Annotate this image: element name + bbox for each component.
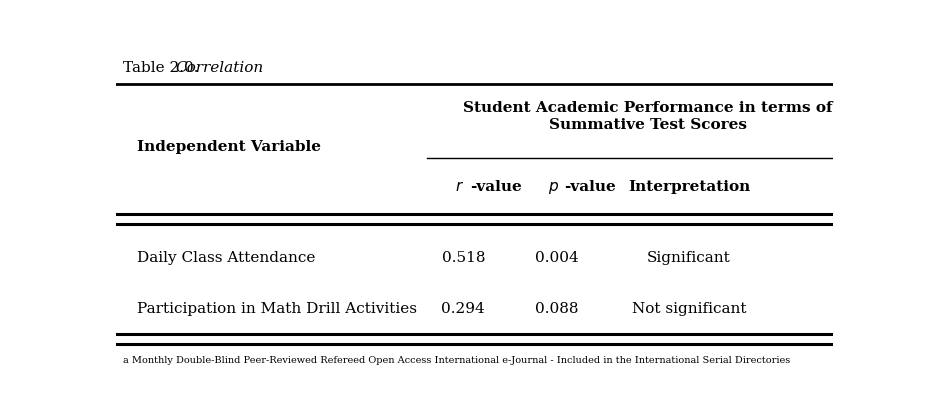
Text: $r$: $r$ <box>455 180 463 194</box>
Text: $p$: $p$ <box>548 180 559 196</box>
Text: a Monthly Double-Blind Peer-Reviewed Refereed Open Access International e-Journa: a Monthly Double-Blind Peer-Reviewed Ref… <box>123 356 790 365</box>
Text: Participation in Math Drill Activities: Participation in Math Drill Activities <box>137 302 417 316</box>
Text: Table 2.0.: Table 2.0. <box>123 61 208 75</box>
Text: Significant: Significant <box>648 251 731 265</box>
Text: 0.294: 0.294 <box>441 302 486 316</box>
Text: -value: -value <box>471 180 523 194</box>
Text: Independent Variable: Independent Variable <box>137 140 321 154</box>
Text: Student Academic Performance in terms of
Summative Test Scores: Student Academic Performance in terms of… <box>463 101 832 132</box>
Text: Not significant: Not significant <box>632 302 746 316</box>
Text: Correlation: Correlation <box>175 61 264 75</box>
Text: Interpretation: Interpretation <box>628 180 750 194</box>
Text: 0.088: 0.088 <box>535 302 578 316</box>
Text: 0.518: 0.518 <box>441 251 485 265</box>
Text: -value: -value <box>563 180 615 194</box>
Text: 0.004: 0.004 <box>535 251 578 265</box>
Text: Daily Class Attendance: Daily Class Attendance <box>137 251 315 265</box>
